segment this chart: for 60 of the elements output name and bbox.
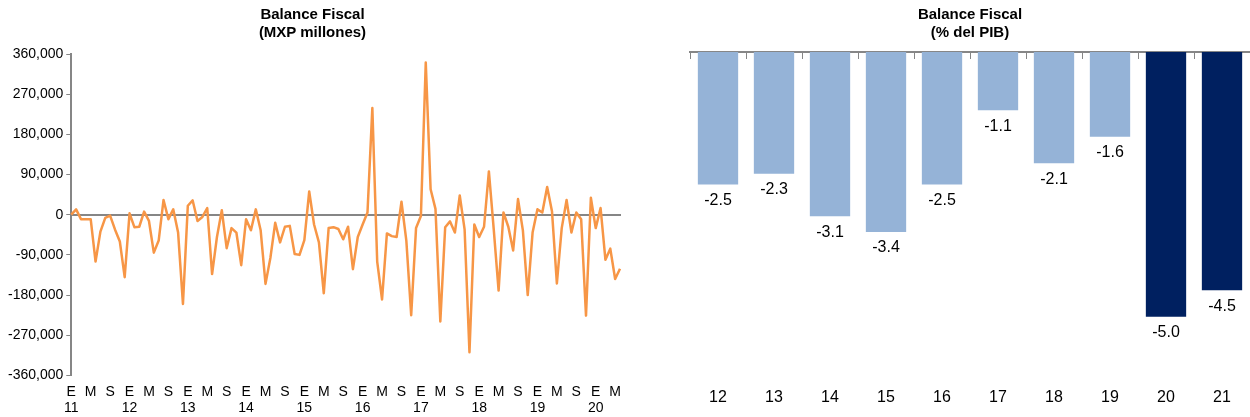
x-tick-label: 18 — [1045, 387, 1063, 405]
x-tick-label: S — [513, 382, 523, 399]
x-tick-label: 15 — [877, 387, 895, 405]
y-tick-label: 270,000 — [12, 85, 64, 102]
x-tick-label: S — [571, 382, 581, 399]
data-label: -5.0 — [1152, 323, 1180, 341]
x-tick-label: M — [317, 382, 330, 399]
x-tick-label: E 15 — [296, 382, 313, 416]
x-tick-label: 19 — [1101, 387, 1119, 405]
x-tick-label: E 17 — [413, 382, 429, 416]
x-tick-label: 20 — [1157, 387, 1175, 405]
x-tick-label: S — [338, 382, 348, 399]
x-tick-label: M — [434, 382, 447, 399]
y-tick-label: -360,000 — [7, 366, 64, 383]
x-tick-label: E 20 — [587, 382, 604, 416]
x-tick-label: M — [143, 382, 155, 399]
x-tick-label: 12 — [709, 387, 727, 405]
x-tick-label: E 14 — [238, 382, 255, 416]
x-tick-label: S — [221, 382, 232, 399]
x-tick-label: M — [492, 382, 505, 399]
data-label: -4.5 — [1208, 296, 1236, 314]
x-tick-label: S — [280, 382, 290, 399]
x-tick-label: S — [455, 382, 465, 399]
data-label: -2.3 — [760, 180, 788, 198]
data-label: -3.4 — [872, 238, 900, 256]
x-tick-label: E 12 — [121, 382, 138, 416]
data-label: -1.1 — [984, 116, 1012, 134]
y-tick-label: 0 — [55, 205, 64, 222]
chart-title: Balance Fiscal (% del PIB) — [917, 5, 1023, 41]
y-tick-label: 360,000 — [12, 44, 64, 61]
y-tick-label: 90,000 — [20, 165, 64, 182]
x-tick-label: S — [163, 382, 174, 399]
x-tick-label: M — [259, 382, 272, 399]
x-tick-label: M — [376, 382, 388, 399]
data-label: -2.1 — [1040, 169, 1068, 187]
x-tick-label: 13 — [765, 387, 783, 405]
x-tick-label: 14 — [821, 387, 839, 405]
data-label: -3.1 — [816, 222, 844, 240]
x-tick-label: 16 — [933, 387, 951, 405]
x-tick-label: M — [551, 382, 563, 399]
y-tick-label: 180,000 — [12, 125, 64, 142]
x-tick-label: E 18 — [471, 382, 488, 416]
x-tick-label: E 11 — [64, 382, 79, 416]
y-tick-label: -270,000 — [7, 326, 64, 343]
data-label: -2.5 — [704, 190, 732, 208]
x-tick-label: E 13 — [180, 382, 196, 416]
x-tick-label: 17 — [989, 387, 1007, 405]
x-tick-label: 21 — [1213, 387, 1231, 405]
y-tick-label: -180,000 — [7, 285, 64, 302]
x-tick-label: E 19 — [529, 382, 546, 416]
x-tick-label: M — [609, 382, 621, 399]
x-tick-label: S — [105, 382, 115, 399]
x-tick-label: S — [396, 382, 407, 399]
x-tick-label: M — [201, 382, 214, 399]
chart-title: Balance Fiscal (MXP millones) — [258, 5, 367, 41]
x-tick-label: E 16 — [354, 382, 371, 416]
y-tick-label: -90,000 — [15, 245, 64, 262]
data-label: -2.5 — [928, 190, 956, 208]
x-tick-label: M — [84, 382, 97, 399]
data-label: -1.6 — [1096, 143, 1124, 161]
